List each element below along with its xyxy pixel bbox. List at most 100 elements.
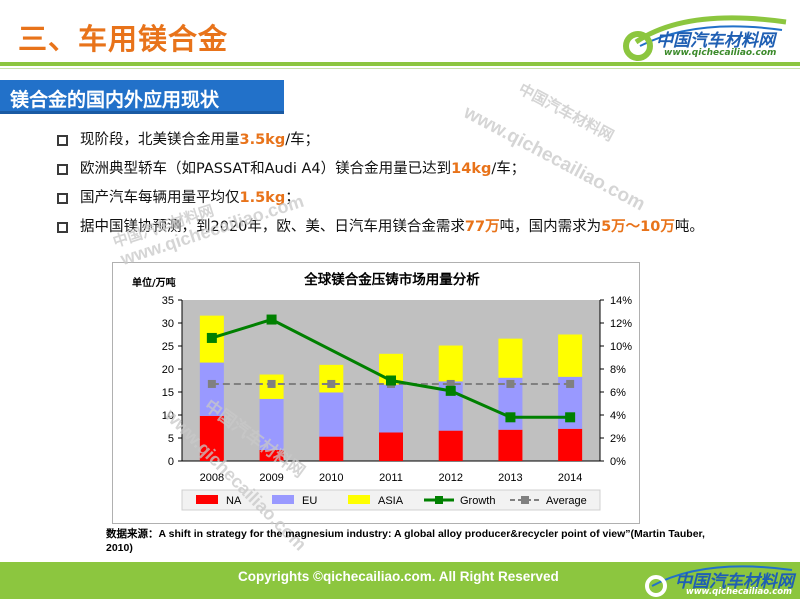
average-marker bbox=[267, 379, 276, 388]
y-tick-label: 15 bbox=[162, 387, 174, 399]
legend-label: ASIA bbox=[378, 495, 404, 507]
title-divider bbox=[0, 62, 800, 66]
section-header: 镁合金的国内外应用现状 bbox=[0, 80, 284, 114]
highlight-value: 3.5kg bbox=[239, 132, 286, 148]
average-marker bbox=[446, 379, 455, 388]
x-tick-label: 2012 bbox=[438, 472, 462, 484]
y2-tick-label: 10% bbox=[610, 341, 632, 353]
bullet-text: 国产汽车每辆用量平均仅 bbox=[80, 190, 240, 206]
legend-label: Average bbox=[546, 495, 587, 507]
square-bullet-icon bbox=[57, 222, 68, 233]
square-bullet-icon bbox=[57, 135, 68, 146]
y-tick-label: 35 bbox=[162, 295, 174, 307]
bullet-text: /车； bbox=[491, 161, 526, 177]
y-tick-label: 5 bbox=[168, 433, 174, 445]
x-tick-label: 2009 bbox=[259, 472, 283, 484]
growth-marker bbox=[565, 412, 576, 423]
site-logo: 中国汽车材料网 www.qichecailiao.com bbox=[616, 8, 792, 64]
growth-line bbox=[211, 317, 571, 419]
legend-swatch bbox=[196, 495, 218, 504]
bullet-text: 吨，国内需求为 bbox=[499, 219, 602, 235]
y-tick-label: 30 bbox=[162, 318, 174, 330]
bar-segment-eu bbox=[259, 398, 284, 450]
copyright-text: Copyrights ©qichecailiao.com. All Right … bbox=[238, 569, 559, 584]
average-marker bbox=[566, 379, 575, 388]
y-tick-label: 20 bbox=[162, 364, 174, 376]
bullet-item: 现阶段，北美镁合金用量3.5kg/车； bbox=[57, 126, 790, 155]
x-tick-label: 2008 bbox=[200, 472, 224, 484]
footer-logo-swoosh-icon bbox=[645, 565, 793, 597]
average-marker bbox=[207, 379, 216, 388]
section-title: 镁合金的国内外应用现状 bbox=[10, 89, 220, 111]
x-tick-label: 2013 bbox=[498, 472, 522, 484]
bar-segment-na bbox=[438, 430, 463, 461]
bar-segment-na bbox=[558, 428, 583, 461]
logo-swoosh-icon bbox=[623, 15, 787, 61]
bullet-text: 欧洲典型轿车（如PASSAT和Audi A4）镁合金用量已达到 bbox=[80, 161, 452, 177]
growth-marker bbox=[445, 385, 456, 396]
title-divider-thin bbox=[0, 68, 800, 69]
x-tick-label: 2010 bbox=[319, 472, 343, 484]
footer-bar: Copyrights ©qichecailiao.com. All Right … bbox=[0, 562, 800, 599]
bullet-item: 国产汽车每辆用量平均仅1.5kg； bbox=[57, 184, 790, 213]
square-bullet-icon bbox=[57, 193, 68, 204]
bar-segment-na bbox=[319, 436, 344, 461]
footer-logo-text: 中国汽车材料网 bbox=[675, 572, 794, 592]
legend-label: EU bbox=[302, 495, 317, 507]
y2-tick-label: 6% bbox=[610, 387, 626, 399]
bullet-text: 据中国镁协预测，到2020年，欧、美、日汽车用镁合金需求 bbox=[80, 219, 465, 235]
footer-logo: 中国汽车材料网 www.qichecailiao.com bbox=[644, 564, 794, 598]
growth-marker bbox=[266, 314, 277, 325]
y-tick-label: 10 bbox=[162, 410, 174, 422]
bullet-item: 欧洲典型轿车（如PASSAT和Audi A4）镁合金用量已达到14kg/车； bbox=[57, 155, 790, 184]
logo-url: www.qichecailiao.com bbox=[664, 48, 777, 58]
bar-segment-eu bbox=[199, 362, 224, 416]
legend-swatch bbox=[348, 495, 370, 504]
y2-tick-label: 12% bbox=[610, 318, 632, 330]
y-tick-label: 0 bbox=[168, 456, 174, 468]
highlight-value: 5万～10万 bbox=[601, 219, 675, 235]
square-bullet-icon bbox=[57, 164, 68, 175]
growth-marker bbox=[206, 332, 217, 343]
average-marker bbox=[327, 379, 336, 388]
bar-segment-asia bbox=[319, 364, 344, 393]
y2-tick-label: 0% bbox=[610, 456, 626, 468]
legend-marker bbox=[435, 496, 443, 504]
bar-segment-eu bbox=[319, 392, 344, 437]
bar-segment-na bbox=[498, 429, 523, 461]
bar-segment-asia bbox=[558, 334, 583, 377]
slide-title: 三、车用镁合金 bbox=[18, 22, 229, 56]
average-marker bbox=[506, 379, 515, 388]
x-tick-label: 2014 bbox=[558, 472, 582, 484]
y2-tick-label: 2% bbox=[610, 433, 626, 445]
bullet-item: 据中国镁协预测，到2020年，欧、美、日汽车用镁合金需求77万吨，国内需求为5万… bbox=[57, 213, 790, 242]
y2-tick-label: 8% bbox=[610, 364, 626, 376]
chart-svg: 0 5 10 15 20 25 30 35 0% 2% 4% 6% 8% 10% 12% 14% 全球镁合金压铸… bbox=[112, 262, 640, 524]
legend-swatch bbox=[272, 495, 294, 504]
bullet-text: 现阶段，北美镁合金用量 bbox=[80, 132, 240, 148]
bar-segment-na bbox=[379, 432, 403, 461]
growth-marker bbox=[505, 412, 516, 423]
legend-label: Growth bbox=[460, 495, 495, 507]
bullet-text: /车； bbox=[285, 132, 320, 148]
bar-segment-na bbox=[199, 415, 224, 461]
highlight-value: 14kg bbox=[451, 161, 492, 177]
data-source: 数据来源：A shift in strategy for the magnesi… bbox=[106, 528, 705, 554]
bullet-list: 现阶段，北美镁合金用量3.5kg/车； 欧洲典型轿车（如PASSAT和Audi … bbox=[57, 126, 790, 242]
growth-marker bbox=[386, 375, 396, 386]
bullet-text: ； bbox=[285, 190, 300, 206]
market-chart: 0 5 10 15 20 25 30 35 0% 2% 4% 6% 8% 10% 12% 14% 全球镁合金压铸… bbox=[112, 262, 640, 524]
chart-title: 全球镁合金压铸市场用量分析 bbox=[303, 271, 480, 288]
bar-segment-eu bbox=[379, 384, 403, 433]
bar-segment-na bbox=[259, 449, 284, 461]
y2-tick-label: 4% bbox=[610, 410, 626, 422]
bullet-text: 吨。 bbox=[674, 219, 704, 235]
x-tick-label: 2011 bbox=[379, 472, 403, 484]
bar-segment-asia bbox=[438, 345, 463, 382]
bar-segment-asia bbox=[498, 338, 523, 378]
footer-logo-url: www.qichecailiao.com bbox=[685, 587, 792, 597]
y2-tick-label: 14% bbox=[610, 295, 632, 307]
legend-marker bbox=[521, 496, 529, 504]
logo-text: 中国汽车材料网 bbox=[656, 31, 775, 51]
highlight-value: 77万 bbox=[464, 219, 500, 235]
